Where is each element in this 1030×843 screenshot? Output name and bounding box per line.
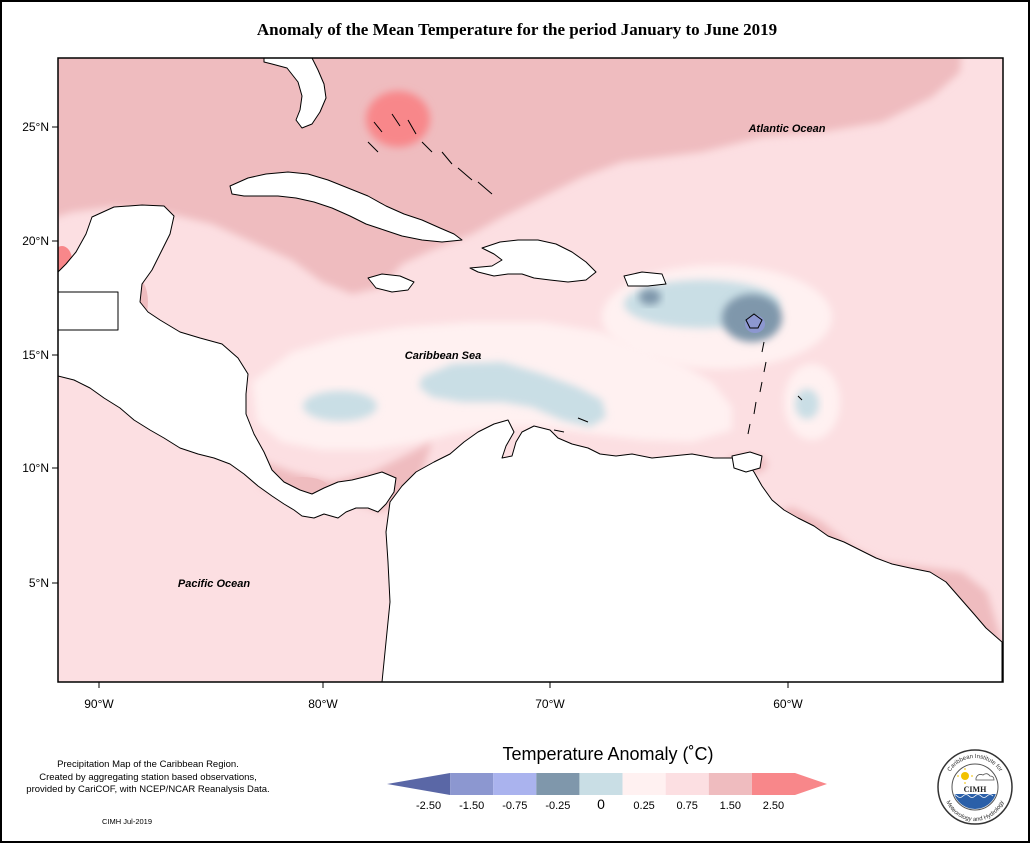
small-islands [367,113,803,435]
legend-tick-label: -2.50 [416,800,441,812]
island-abc [553,417,589,433]
footnote: Precipitation Map of the Caribbean Regio… [8,759,288,797]
land-cuba [229,171,463,243]
water-icon [953,794,997,809]
legend-swatch [579,773,623,795]
legend-swatch [665,773,709,795]
land-central-america [58,204,397,519]
land-mexico-sw [58,291,119,331]
legend-colorbar [387,773,827,795]
cimh-logo: Caribbean Institute for Meteorology and … [937,749,1013,825]
y-tick-label: 10°N [22,461,49,475]
sun-icon [961,772,969,780]
x-tick-label: 70°W [535,697,565,711]
land-south-america [381,419,1003,682]
island-bahamas [367,113,493,195]
legend-tick-label: 2.50 [763,800,784,812]
island-antilles-chain [747,341,767,435]
label-pacific-ocean: Pacific Ocean [178,578,250,590]
x-tick-label: 90°W [84,697,114,711]
legend-swatch [387,773,451,795]
footnote-line: Created by aggregating station based obs… [39,771,257,783]
land-florida [263,58,327,129]
island-guadeloupe [745,313,763,329]
field-west-cool [303,391,377,421]
cloud-icon [975,773,995,781]
x-tick-labels: 90°W 80°W 70°W 60°W [84,697,803,711]
field-caribbean-cool [419,362,606,427]
land-trinidad [731,451,763,473]
axis-ticks [52,126,789,688]
wave-icon [953,794,994,798]
y-tick-label: 15°N [22,348,49,362]
legend-tick-label: 0.75 [677,800,698,812]
anomaly-field [58,58,1003,682]
logo-abbrev: CIMH [964,785,987,794]
legend-tick-label: 0.25 [633,800,654,812]
legend-tick-label: 1.50 [720,800,741,812]
label-caribbean-sea: Caribbean Sea [405,350,481,362]
legend-tick-label: -0.75 [502,800,527,812]
land-hispaniola [469,239,597,283]
land-puerto-rico [623,271,667,287]
legend-swatch [450,773,494,795]
legend-title: Temperature Anomaly (˚C) [502,744,714,764]
field-pr-cold [639,289,661,305]
island-barbados [797,395,803,401]
map-title: Anomaly of the Mean Temperature for the … [256,20,778,39]
legend-tick-label: 0 [597,796,605,812]
y-tick-label: 20°N [22,234,49,248]
x-tick-label: 80°W [308,697,338,711]
legend-tick-labels: -2.50 -1.50 -0.75 -0.25 0 0.25 0.75 1.50 2.50 [416,796,784,812]
legend-swatch [708,773,752,795]
field-barbados-cool [795,389,819,419]
footnote-line: Precipitation Map of the Caribbean Regio… [57,759,239,770]
logo-emblem [953,768,997,809]
legend-swatch [493,773,537,795]
credit-text: CIMH Jul-2019 [102,817,153,826]
y-tick-label: 25°N [22,120,49,134]
plot-frame [57,57,1004,683]
legend-tick-label: -0.25 [545,800,570,812]
land-jamaica [367,273,415,293]
sun-rays-icon [957,768,973,784]
x-tick-label: 60°W [773,697,803,711]
legend-tick-label: -1.50 [459,800,484,812]
field-north-warm [58,58,961,294]
land [58,58,1003,682]
legend-swatch [751,773,827,795]
footnote-line: provided by CariCOF, with NCEP/NCAR Rean… [26,784,270,795]
y-tick-labels: 25°N 20°N 15°N 10°N 5°N [22,120,49,590]
field-bahamas-hot [366,91,430,147]
legend-swatch [536,773,580,795]
label-atlantic-ocean: Atlantic Ocean [747,123,825,135]
legend-swatch [622,773,666,795]
y-tick-label: 5°N [29,576,49,590]
